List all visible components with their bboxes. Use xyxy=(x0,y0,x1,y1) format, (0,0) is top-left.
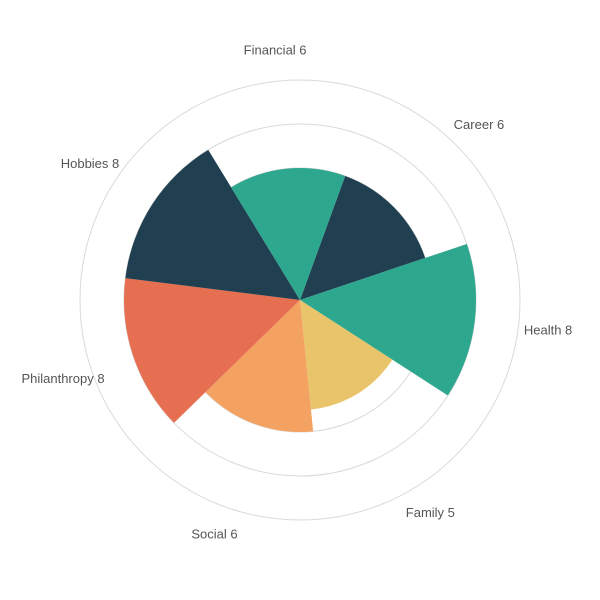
label-career: Career 6 xyxy=(454,117,505,132)
label-financial: Financial 6 xyxy=(244,43,307,58)
label-hobbies: Hobbies 8 xyxy=(61,156,120,171)
label-health: Health 8 xyxy=(524,323,572,338)
label-philanthropy: Philanthropy 8 xyxy=(21,371,104,386)
label-family: Family 5 xyxy=(406,505,455,520)
label-social: Social 6 xyxy=(191,526,237,541)
life-wheel-chart: Career 6 Health 8 Family 5 Social 6 Philanth… xyxy=(0,0,600,600)
chart-slices xyxy=(124,150,476,432)
